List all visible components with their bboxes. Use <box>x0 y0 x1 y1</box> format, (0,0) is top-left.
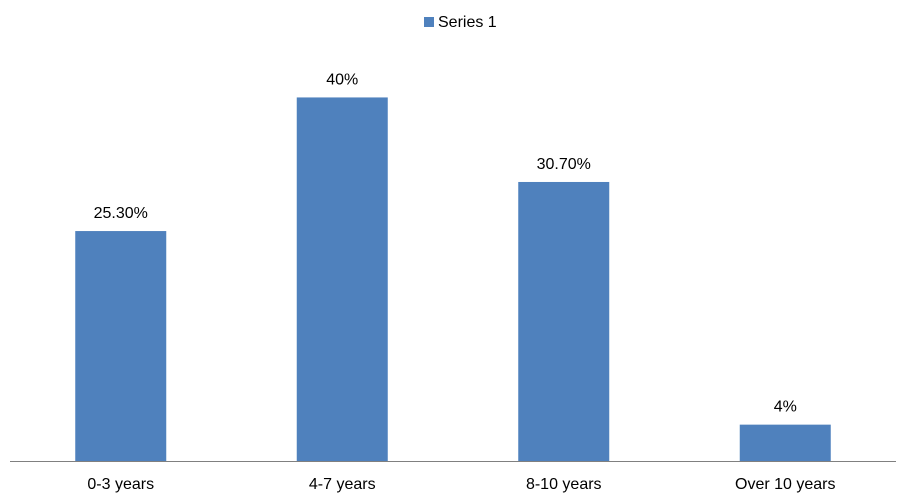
x-tick-label-1: 0-3 years <box>87 476 154 493</box>
bars-layer <box>75 97 831 461</box>
data-label-4: 4% <box>774 399 797 416</box>
x-axis-tick-labels: 0-3 years 4-7 years 8-10 years Over 10 year… <box>87 476 835 493</box>
bar-1 <box>75 231 167 461</box>
x-tick-label-3: 8-10 years <box>526 476 602 493</box>
legend-swatch-series-1 <box>424 17 434 27</box>
chart-legend: Series 1 <box>424 14 497 31</box>
data-label-3: 30.70% <box>537 156 591 173</box>
data-label-2: 40% <box>326 71 358 88</box>
data-label-1: 25.30% <box>94 205 148 222</box>
legend-entry-series-1: Series 1 <box>438 14 497 31</box>
bar-4 <box>739 424 831 461</box>
bar-2 <box>296 97 388 461</box>
data-labels-layer: 25.30% 40% 30.70% 4% <box>94 71 797 415</box>
bar-3 <box>518 181 610 461</box>
x-tick-label-2: 4-7 years <box>309 476 376 493</box>
x-tick-label-4: Over 10 years <box>735 476 835 493</box>
